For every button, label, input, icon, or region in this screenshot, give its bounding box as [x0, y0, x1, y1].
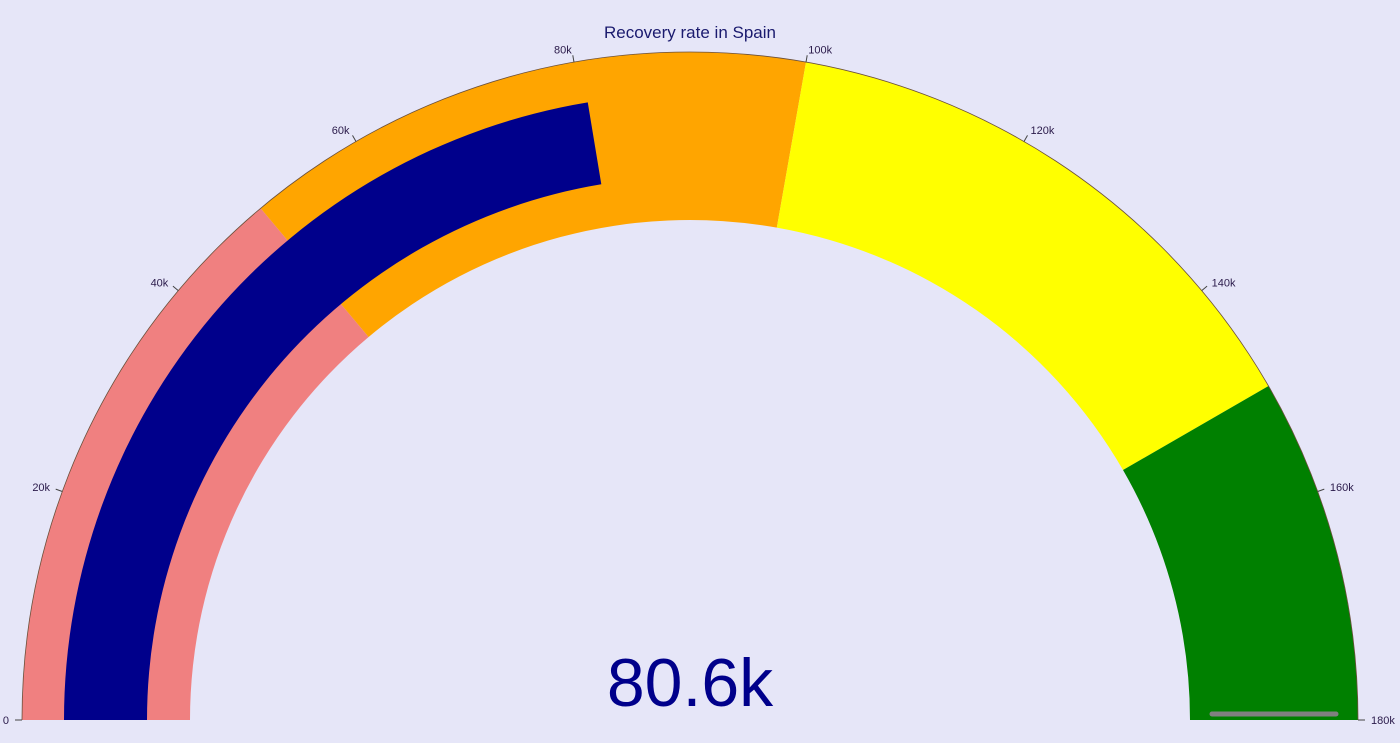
gauge-tick-mark — [1201, 285, 1208, 292]
gauge-tick-mark — [172, 285, 179, 292]
gauge-axis: 0 20k 40k 60k 80k 100k 120k 140k 160k 180k — [3, 44, 1395, 727]
gauge-value-bar-group — [64, 102, 602, 720]
gauge-tick-mark — [1317, 488, 1325, 492]
gauge-tick-label: 160k — [1330, 482, 1354, 494]
gauge-tick-mark — [1023, 135, 1028, 142]
gauge-tick-mark — [55, 488, 63, 492]
gauge-step-band-4 — [1123, 386, 1358, 720]
gauge-value-bar — [64, 102, 602, 720]
gauge-step-band-3 — [776, 62, 1269, 471]
chart-title: Recovery rate in Spain — [604, 23, 776, 42]
gauge-tick-mark — [352, 135, 357, 142]
gauge-tick-label: 140k — [1212, 277, 1236, 289]
gauge-tick-label: 180k — [1371, 715, 1395, 727]
gauge-axis-arc — [21, 51, 1359, 721]
gauge-tick-label: 60k — [332, 125, 350, 137]
gauge-tick-label: 20k — [32, 482, 50, 494]
gauge-tick-label: 120k — [1031, 125, 1055, 137]
gauge-tick-label: 100k — [808, 44, 832, 56]
gauge-tick-label: 40k — [151, 277, 169, 289]
gauge-tick-label: 0 — [3, 715, 9, 727]
gauge-tick-mark — [572, 55, 575, 63]
gauge-tick-label: 80k — [554, 44, 572, 56]
gauge-value-label: 80.6k — [607, 645, 774, 721]
gauge-tick-mark — [805, 55, 808, 63]
